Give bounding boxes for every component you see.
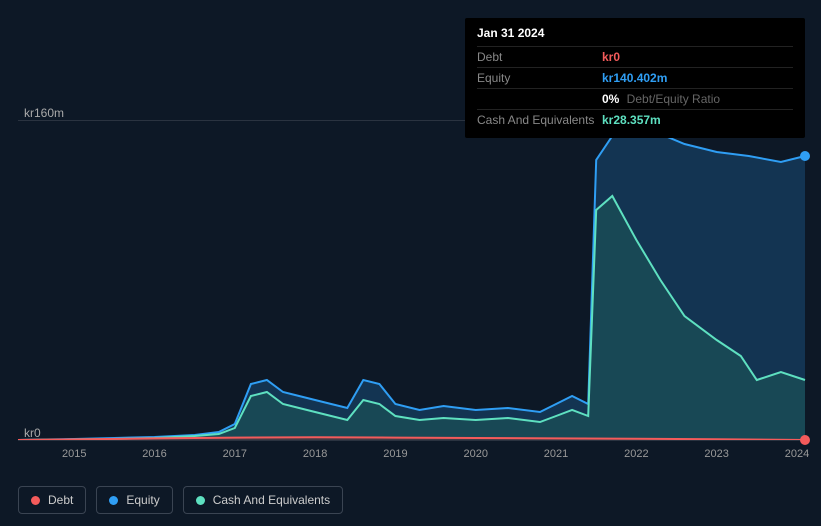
x-axis-tick: 2021 bbox=[544, 448, 568, 460]
legend-item-equity[interactable]: Equity bbox=[96, 486, 172, 514]
tooltip-label: Debt bbox=[477, 50, 602, 64]
legend: Debt Equity Cash And Equivalents bbox=[18, 486, 343, 514]
x-axis-tick: 2015 bbox=[62, 448, 86, 460]
tooltip-label bbox=[477, 92, 602, 106]
x-axis-tick: 2024 bbox=[785, 448, 809, 460]
tooltip-label: Equity bbox=[477, 71, 602, 85]
legend-dot-icon bbox=[109, 496, 118, 505]
y-axis-label: kr0 bbox=[24, 426, 41, 440]
tooltip-subtext: Debt/Equity Ratio bbox=[623, 92, 720, 106]
legend-label: Equity bbox=[126, 493, 159, 507]
chart-tooltip: Jan 31 2024 Debtkr0Equitykr140.402m0% De… bbox=[465, 18, 805, 138]
x-axis-tick: 2016 bbox=[142, 448, 166, 460]
tooltip-row: Cash And Equivalentskr28.357m bbox=[477, 109, 793, 130]
tooltip-row: Debtkr0 bbox=[477, 46, 793, 67]
legend-item-cash-and-equivalents[interactable]: Cash And Equivalents bbox=[183, 486, 343, 514]
series-end-dot bbox=[800, 435, 810, 445]
grid-line bbox=[18, 440, 805, 441]
chart-plot-area: kr160mkr0 bbox=[18, 120, 805, 440]
legend-dot-icon bbox=[196, 496, 205, 505]
legend-dot-icon bbox=[31, 496, 40, 505]
tooltip-value: kr28.357m bbox=[602, 113, 661, 127]
tooltip-date: Jan 31 2024 bbox=[477, 26, 793, 46]
legend-item-debt[interactable]: Debt bbox=[18, 486, 86, 514]
tooltip-value: kr0 bbox=[602, 50, 620, 64]
chart-svg bbox=[18, 120, 805, 440]
tooltip-value: 0% Debt/Equity Ratio bbox=[602, 92, 720, 106]
legend-label: Debt bbox=[48, 493, 73, 507]
legend-label: Cash And Equivalents bbox=[213, 493, 330, 507]
x-axis-tick: 2018 bbox=[303, 448, 327, 460]
x-axis-tick: 2019 bbox=[383, 448, 407, 460]
tooltip-row: Equitykr140.402m bbox=[477, 67, 793, 88]
tooltip-row: 0% Debt/Equity Ratio bbox=[477, 88, 793, 109]
tooltip-label: Cash And Equivalents bbox=[477, 113, 602, 127]
x-axis-tick: 2020 bbox=[463, 448, 487, 460]
x-axis-tick: 2023 bbox=[704, 448, 728, 460]
y-axis-label: kr160m bbox=[24, 106, 64, 120]
series-end-dot bbox=[800, 151, 810, 161]
tooltip-value: kr140.402m bbox=[602, 71, 667, 85]
x-axis-tick: 2022 bbox=[624, 448, 648, 460]
x-axis: 2015201620172018201920202021202220232024 bbox=[18, 448, 805, 468]
x-axis-tick: 2017 bbox=[223, 448, 247, 460]
tooltip-rows: Debtkr0Equitykr140.402m0% Debt/Equity Ra… bbox=[477, 46, 793, 130]
